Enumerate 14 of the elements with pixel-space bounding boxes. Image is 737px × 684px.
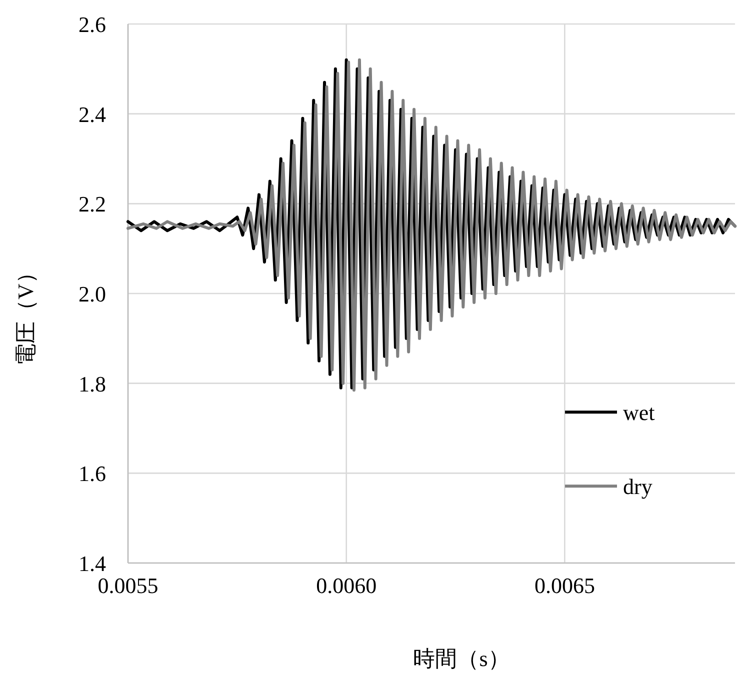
y-tick-label: 1.4 <box>78 551 106 576</box>
legend-label: wet <box>623 400 655 426</box>
y-tick-label: 2.6 <box>78 12 106 37</box>
x-tick-label: 0.0060 <box>316 573 377 598</box>
x-tick-label: 0.0065 <box>534 573 595 598</box>
legend-label: dry <box>623 474 652 500</box>
y-tick-label: 2.4 <box>78 102 106 127</box>
x-axis-title: 時間（s） <box>413 646 510 671</box>
x-tick-label: 0.0055 <box>98 573 158 598</box>
y-tick-label: 1.8 <box>78 371 106 396</box>
y-tick-label: 2.0 <box>78 282 106 306</box>
y-tick-label: 1.6 <box>78 461 106 486</box>
y-tick-label: 2.2 <box>78 192 106 217</box>
y-axis-title: 電圧（V） <box>13 262 38 366</box>
